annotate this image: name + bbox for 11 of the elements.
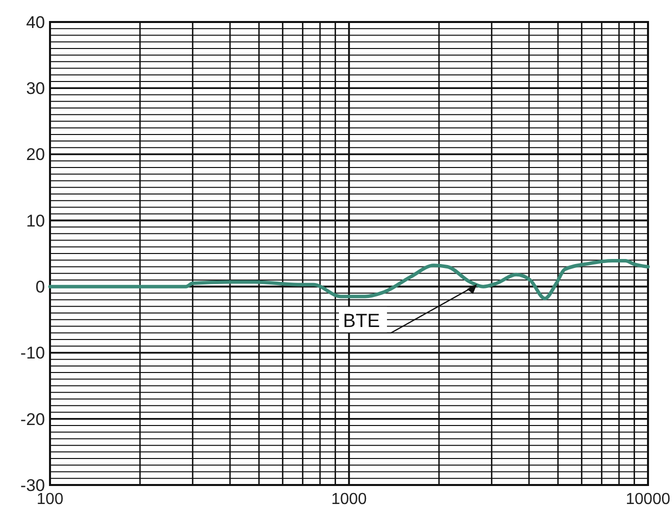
y-tick-label: -10: [20, 344, 45, 363]
y-tick-label: 30: [26, 79, 45, 98]
annotation: BTE: [342, 310, 380, 332]
x-tick-label: 1000: [331, 491, 367, 508]
y-tick-label: -20: [20, 410, 45, 429]
y-tick-label: 0: [36, 278, 45, 297]
y-tick-label: 40: [26, 12, 45, 32]
x-tick-label: 10000: [626, 491, 670, 508]
y-tick-label: 20: [26, 145, 45, 164]
x-tick-label: 100: [36, 491, 64, 508]
y-tick-label: 10: [26, 211, 45, 230]
